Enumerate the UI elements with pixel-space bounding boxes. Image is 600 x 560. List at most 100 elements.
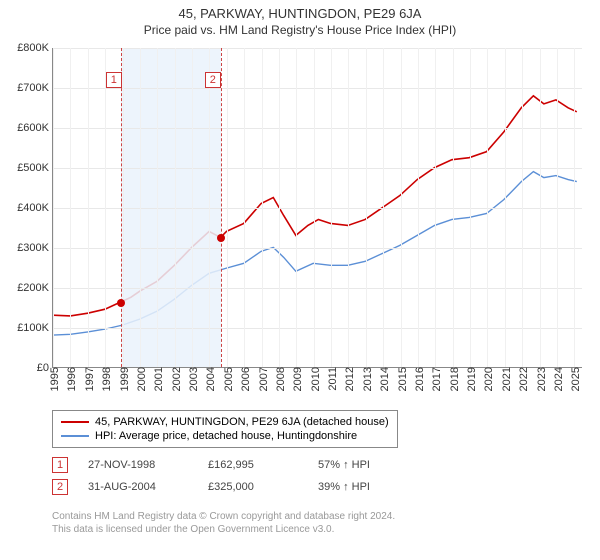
footnote-text: Contains HM Land Registry data © Crown c…: [52, 510, 395, 536]
x-gridline: [522, 48, 523, 367]
legend-row: 45, PARKWAY, HUNTINGDON, PE29 6JA (detac…: [61, 415, 389, 429]
transaction-date: 31-AUG-2004: [88, 481, 188, 493]
x-axis-label: 2004: [201, 367, 217, 391]
legend-swatch: [61, 435, 89, 437]
x-gridline: [296, 48, 297, 367]
x-gridline: [401, 48, 402, 367]
x-gridline: [227, 48, 228, 367]
y-axis-label: £200K: [17, 282, 53, 294]
x-axis-label: 2021: [497, 367, 513, 391]
y-axis-label: £800K: [17, 42, 53, 54]
y-gridline: [53, 248, 582, 249]
sale-vline: [121, 48, 122, 367]
sale-point: [117, 299, 125, 307]
x-gridline: [331, 48, 332, 367]
x-axis-label: 2018: [445, 367, 461, 391]
x-gridline: [192, 48, 193, 367]
sale-vline: [221, 48, 222, 367]
x-gridline: [348, 48, 349, 367]
x-gridline: [314, 48, 315, 367]
x-gridline: [574, 48, 575, 367]
transaction-pct: 57% ↑ HPI: [318, 459, 408, 471]
x-axis-label: 1997: [80, 367, 96, 391]
x-axis-label: 2001: [149, 367, 165, 391]
x-gridline: [366, 48, 367, 367]
x-gridline: [487, 48, 488, 367]
x-axis-label: 2014: [375, 367, 391, 391]
transaction-price: £162,995: [208, 459, 298, 471]
x-axis-label: 1996: [62, 367, 78, 391]
x-axis-label: 2019: [462, 367, 478, 391]
footnote-line: Contains HM Land Registry data © Crown c…: [52, 510, 395, 523]
x-gridline: [418, 48, 419, 367]
y-axis-label: £700K: [17, 82, 53, 94]
x-axis-label: 2025: [566, 367, 582, 391]
x-gridline: [105, 48, 106, 367]
legend-label: HPI: Average price, detached house, Hunt…: [95, 430, 357, 442]
x-axis-label: 2000: [132, 367, 148, 391]
x-gridline: [70, 48, 71, 367]
x-gridline: [140, 48, 141, 367]
x-axis-label: 2015: [393, 367, 409, 391]
x-gridline: [453, 48, 454, 367]
x-axis-label: 2009: [288, 367, 304, 391]
y-axis-label: £600K: [17, 122, 53, 134]
x-axis-label: 2003: [184, 367, 200, 391]
x-gridline: [262, 48, 263, 367]
x-axis-label: 2006: [236, 367, 252, 391]
transaction-pct: 39% ↑ HPI: [318, 481, 408, 493]
x-gridline: [383, 48, 384, 367]
x-axis-label: 2016: [410, 367, 426, 391]
transaction-marker: 2: [52, 479, 68, 495]
legend-row: HPI: Average price, detached house, Hunt…: [61, 429, 389, 443]
y-axis-label: £400K: [17, 202, 53, 214]
transaction-marker: 1: [52, 457, 68, 473]
x-axis-label: 1998: [97, 367, 113, 391]
chart-container: 45, PARKWAY, HUNTINGDON, PE29 6JA Price …: [0, 0, 600, 560]
x-axis-label: 1999: [115, 367, 131, 391]
y-gridline: [53, 208, 582, 209]
y-axis-label: £100K: [17, 322, 53, 334]
y-gridline: [53, 288, 582, 289]
x-gridline: [175, 48, 176, 367]
legend-box: 45, PARKWAY, HUNTINGDON, PE29 6JA (detac…: [52, 410, 398, 448]
x-gridline: [88, 48, 89, 367]
x-gridline: [53, 48, 54, 367]
x-axis-label: 2023: [532, 367, 548, 391]
x-axis-label: 2024: [549, 367, 565, 391]
sale-point: [217, 234, 225, 242]
transaction-row: 2 31-AUG-2004 £325,000 39% ↑ HPI: [52, 476, 408, 498]
x-gridline: [279, 48, 280, 367]
y-axis-label: £300K: [17, 242, 53, 254]
x-axis-label: 2002: [167, 367, 183, 391]
x-axis-label: 2012: [340, 367, 356, 391]
page-subtitle: Price paid vs. HM Land Registry's House …: [0, 21, 600, 41]
y-gridline: [53, 168, 582, 169]
x-gridline: [435, 48, 436, 367]
x-axis-label: 2022: [514, 367, 530, 391]
sale-marker-box: 1: [106, 72, 122, 88]
y-gridline: [53, 48, 582, 49]
transactions-table: 127-NOV-1998£162,99557% ↑ HPI231-AUG-200…: [52, 454, 408, 498]
y-gridline: [53, 88, 582, 89]
x-gridline: [123, 48, 124, 367]
legend-swatch: [61, 421, 89, 423]
x-gridline: [244, 48, 245, 367]
x-axis-label: 2005: [219, 367, 235, 391]
x-gridline: [470, 48, 471, 367]
y-gridline: [53, 128, 582, 129]
x-axis-label: 2017: [427, 367, 443, 391]
chart-plot-area: £0£100K£200K£300K£400K£500K£600K£700K£80…: [52, 48, 582, 368]
x-gridline: [505, 48, 506, 367]
x-axis-label: 2011: [323, 367, 339, 391]
x-gridline: [157, 48, 158, 367]
x-axis-label: 1995: [45, 367, 61, 391]
y-gridline: [53, 328, 582, 329]
x-axis-label: 2008: [271, 367, 287, 391]
y-axis-label: £500K: [17, 162, 53, 174]
x-axis-label: 2010: [306, 367, 322, 391]
transaction-price: £325,000: [208, 481, 298, 493]
sale-marker-box: 2: [205, 72, 221, 88]
x-axis-label: 2013: [358, 367, 374, 391]
x-gridline: [540, 48, 541, 367]
